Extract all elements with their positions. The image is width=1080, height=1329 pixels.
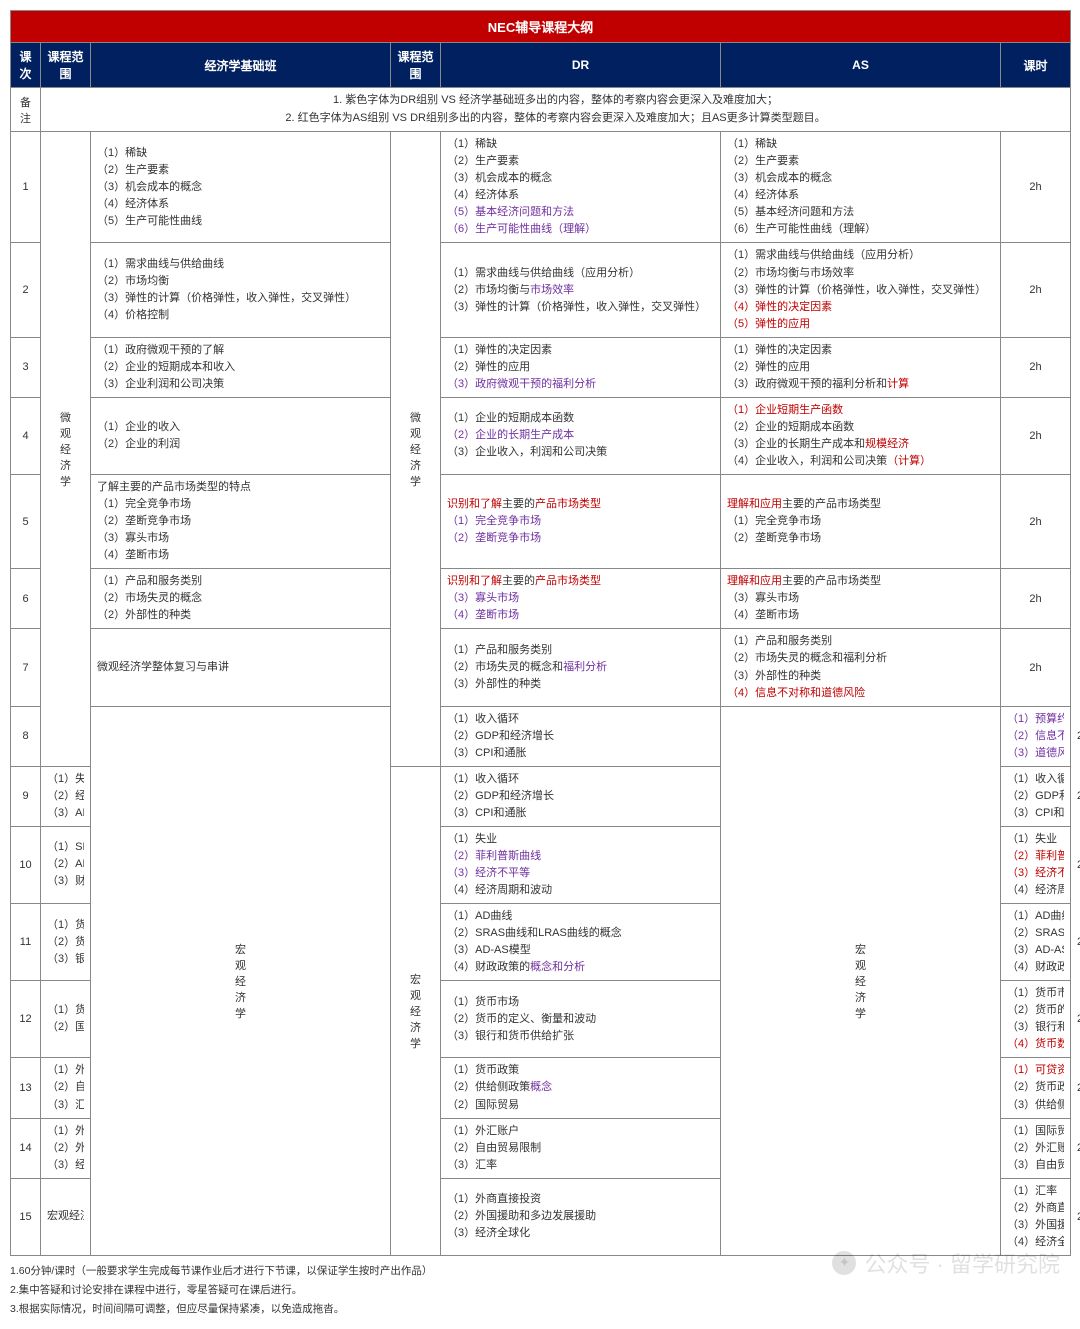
col-lesson: 课次: [11, 43, 41, 88]
col-basic: 经济学基础班: [91, 43, 391, 88]
basic-cell: （1）货币市场（2）货币的定义、衡量和波动（3）银行和货币供给扩张: [41, 904, 91, 981]
as-cell: （1）收入循环（2）GDP和经济增长（3）CPI和通胀: [1001, 766, 1071, 826]
table-row: 7 微观经济学整体复习与串讲 （1）产品和服务类别（2）市场失灵的概念和福利分析（3…: [11, 629, 1071, 706]
as-cell: （1）可贷资金市场（2）货币政策和分析（3）供给侧政策和分析: [1001, 1058, 1071, 1118]
dr-cell: （1）失业（2）菲利普斯曲线（3）经济不平等（4）经济周期和波动: [441, 826, 721, 903]
as-cell: （1）稀缺（2）生产要素（3）机会成本的概念（4）经济体系（5）基本经济问题和方…: [721, 132, 1001, 243]
hours-cell: 2h: [1001, 337, 1071, 397]
col-as: AS: [721, 43, 1001, 88]
as-cell: 理解和应用主要的产品市场类型（1）完全竞争市场（2）垄断竞争市场: [721, 475, 1001, 569]
dr-cell: （1）外汇账户（2）自由贸易限制（3）汇率: [441, 1118, 721, 1178]
as-cell: （1）企业短期生产函数（2）企业的短期成本函数（3）企业的长期生产成本和规模经济…: [721, 397, 1001, 474]
memo-row: 备注 1. 紫色字体为DR组别 VS 经济学基础班多出的内容，整体的考察内容会更…: [11, 88, 1071, 132]
as-cell: （1）AD曲线（2）SRAS曲线和LRAS曲线的概念（3）AD-AS模型（4）财…: [1001, 904, 1071, 981]
scope-label: 微观经济学: [41, 132, 91, 767]
dr-cell: （1）收入循环（2）GDP和经济增长（3）CPI和通胀: [441, 766, 721, 826]
table-row: 1微观经济学（1）稀缺（2）生产要素（3）机会成本的概念（4）经济体系（5）生产…: [11, 132, 1071, 243]
lesson-number: 9: [11, 766, 41, 826]
lesson-number: 6: [11, 569, 41, 629]
syllabus-table: NEC辅导课程大纲 课次 课程范围 经济学基础班 课程范围 DR AS 课时 备…: [10, 10, 1071, 1256]
lesson-number: 1: [11, 132, 41, 243]
dr-cell: 识别和了解主要的产品市场类型（3）寡头市场（4）垄断市场: [441, 569, 721, 629]
col-hours: 课时: [1001, 43, 1071, 88]
hours-cell: 2h: [1001, 475, 1071, 569]
hours-cell: 2h: [1001, 397, 1071, 474]
table-row: 2 （1）需求曲线与供给曲线（2）市场均衡（3）弹性的计算（价格弹性，收入弹性，交…: [11, 243, 1071, 337]
basic-cell: （1）货币政策（2）国际贸易: [41, 981, 91, 1058]
hours-cell: 2h: [1001, 629, 1071, 706]
lesson-number: 5: [11, 475, 41, 569]
lesson-number: 12: [11, 981, 41, 1058]
footer-line: 1.60分钟/课时（一般要求学生完成每节课作业后才进行下节课，以保证学生按时产出…: [10, 1262, 1070, 1281]
table-row: 3 （1）政府微观干预的了解（2）企业的短期成本和收入（3）企业利润和公司决策 （1…: [11, 337, 1071, 397]
lesson-number: 2: [11, 243, 41, 337]
hours-cell: 2h: [1001, 132, 1071, 243]
table-row: 4 （1）企业的收入（2）企业的利润 （1）企业的短期成本函数（2）企业的长期生产成…: [11, 397, 1071, 474]
lesson-number: 3: [11, 337, 41, 397]
table-row: 6 （1）产品和服务类别（2）市场失灵的概念（2）外部性的种类识别和了解主要的产品…: [11, 569, 1071, 629]
as-cell: 理解和应用主要的产品市场类型（3）寡头市场（4）垄断市场: [721, 569, 1001, 629]
lesson-number: 13: [11, 1058, 41, 1118]
table-row: 5 了解主要的产品市场类型的特点（1）完全竞争市场（2）垄断竞争市场（3）寡头市场…: [11, 475, 1071, 569]
dr-cell: （1）AD曲线（2）SRAS曲线和LRAS曲线的概念（3）AD-AS模型（4）财…: [441, 904, 721, 981]
basic-cell: （1）收入循环（2）GDP和经济增长（3）CPI和通胀: [441, 706, 721, 766]
dr-cell: （1）企业的短期成本函数（2）企业的长期生产成本（3）企业收入，利润和公司决策: [441, 397, 721, 474]
lesson-number: 7: [11, 629, 41, 706]
as-cell: （1）汇率（2）外商直接投资（3）外国援助和多边发展援助（IMF和WB）（4）经…: [1001, 1178, 1071, 1255]
as-cell: （1）国际贸易（2）外汇账户（3）自由贸易限制: [1001, 1118, 1071, 1178]
lesson-number: 14: [11, 1118, 41, 1178]
basic-cell: 微观经济学整体复习与串讲: [91, 629, 391, 706]
basic-cell: （1）外商直接投资（2）外国援助和多边发展援助（3）经济全球化: [41, 1118, 91, 1178]
title-row: NEC辅导课程大纲: [11, 11, 1071, 43]
footer-notes: 1.60分钟/课时（一般要求学生完成每节课作业后才进行下节课，以保证学生按时产出…: [10, 1262, 1070, 1319]
as-cell: （1）弹性的决定因素（2）弹性的应用（3）政府微观干预的福利分析和计算: [721, 337, 1001, 397]
as-cell: （1）货币市场（2）货币的定义、衡量和波动（3）银行和货币供给扩张（4）货币数量…: [1001, 981, 1071, 1058]
basic-cell: （1）需求曲线与供给曲线（2）市场均衡（3）弹性的计算（价格弹性，收入弹性，交叉…: [91, 243, 391, 337]
dr-cell: （1）需求曲线与供给曲线（应用分析）（2）市场均衡与市场效率（3）弹性的计算（价…: [441, 243, 721, 337]
basic-cell: （1）政府微观干预的了解（2）企业的短期成本和收入（3）企业利润和公司决策: [91, 337, 391, 397]
scope-label: 宏观经济学: [91, 706, 391, 1255]
page-container: NEC辅导课程大纲 课次 课程范围 经济学基础班 课程范围 DR AS 课时 备…: [10, 10, 1070, 1319]
lesson-number: 8: [11, 706, 41, 766]
lesson-number: 4: [11, 397, 41, 474]
dr-cell: （1）产品和服务类别（2）市场失灵的概念和福利分析（3）外部性的种类: [441, 629, 721, 706]
header-row: 课次 课程范围 经济学基础班 课程范围 DR AS 课时: [11, 43, 1071, 88]
dr-cell: （1）弹性的决定因素（2）弹性的应用（3）政府微观干预的福利分析: [441, 337, 721, 397]
basic-cell: （1）企业的收入（2）企业的利润: [91, 397, 391, 474]
col-scope2: 课程范围: [391, 43, 441, 88]
as-cell: （1）失业（2）菲利普斯曲线（3）经济不平等（4）经济周期和波动: [1001, 826, 1071, 903]
basic-cell: （1）SRAS曲线（2）AD-AS模型（3）财政政策的概念: [41, 826, 91, 903]
memo-content: 1. 紫色字体为DR组别 VS 经济学基础班多出的内容，整体的考察内容会更深入及…: [41, 88, 1071, 132]
basic-cell: （1）稀缺（2）生产要素（3）机会成本的概念（4）经济体系（5）生产可能性曲线: [91, 132, 391, 243]
dr-cell: （1）外商直接投资（2）外国援助和多边发展援助（3）经济全球化: [441, 1178, 721, 1255]
basic-cell: （1）产品和服务类别（2）市场失灵的概念（2）外部性的种类: [91, 569, 391, 629]
basic-cell: （1）失业（2）经济周期和波动（3）AD曲线: [41, 766, 91, 826]
basic-cell: （1）外汇账户（2）自由贸易限制（3）汇率: [41, 1058, 91, 1118]
table-row: 8宏观经济学（1）收入循环（2）GDP和经济增长（3）CPI和通胀宏观经济学（1…: [11, 706, 1071, 766]
scope-label-dr: 宏观经济学: [721, 706, 1001, 1255]
scope-label-dr: 微观经济学: [391, 132, 441, 767]
basic-cell: 宏观经济学总复习与知识串讲: [41, 1178, 91, 1255]
footer-line: 3.根据实际情况，时间间隔可调整，但应尽量保持紧凑，以免造成拖沓。: [10, 1300, 1070, 1319]
scope-label-dr: 宏观经济学: [391, 766, 441, 1255]
lesson-number: 11: [11, 904, 41, 981]
dr-cell: （1）预算约束，偏好和最优化（理解）（2）信息不对称（3）道德风险和逆向选择: [1001, 706, 1071, 766]
footer-line: 2.集中答疑和讨论安排在课程中进行，零星答疑可在课后进行。: [10, 1281, 1070, 1300]
lesson-number: 10: [11, 826, 41, 903]
col-scope1: 课程范围: [41, 43, 91, 88]
dr-cell: （1）货币政策（2）供给侧政策概念（2）国际贸易: [441, 1058, 721, 1118]
hours-cell: 2h: [1001, 243, 1071, 337]
rows-body: 1微观经济学（1）稀缺（2）生产要素（3）机会成本的概念（4）经济体系（5）生产…: [11, 132, 1071, 1256]
as-cell: （1）需求曲线与供给曲线（应用分析）（2）市场均衡与市场效率（3）弹性的计算（价…: [721, 243, 1001, 337]
hours-cell: 2h: [1001, 569, 1071, 629]
col-dr: DR: [441, 43, 721, 88]
dr-cell: （1）货币市场（2）货币的定义、衡量和波动（3）银行和货币供给扩张: [441, 981, 721, 1058]
as-cell: （1）产品和服务类别（2）市场失灵的概念和福利分析（3）外部性的种类（4）信息不…: [721, 629, 1001, 706]
basic-cell: 了解主要的产品市场类型的特点（1）完全竞争市场（2）垄断竞争市场（3）寡头市场（…: [91, 475, 391, 569]
table-title: NEC辅导课程大纲: [11, 11, 1071, 43]
memo-label: 备注: [11, 88, 41, 132]
lesson-number: 15: [11, 1178, 41, 1255]
dr-cell: （1）稀缺（2）生产要素（3）机会成本的概念（4）经济体系（5）基本经济问题和方…: [441, 132, 721, 243]
dr-cell: 识别和了解主要的产品市场类型（1）完全竞争市场（2）垄断竞争市场: [441, 475, 721, 569]
